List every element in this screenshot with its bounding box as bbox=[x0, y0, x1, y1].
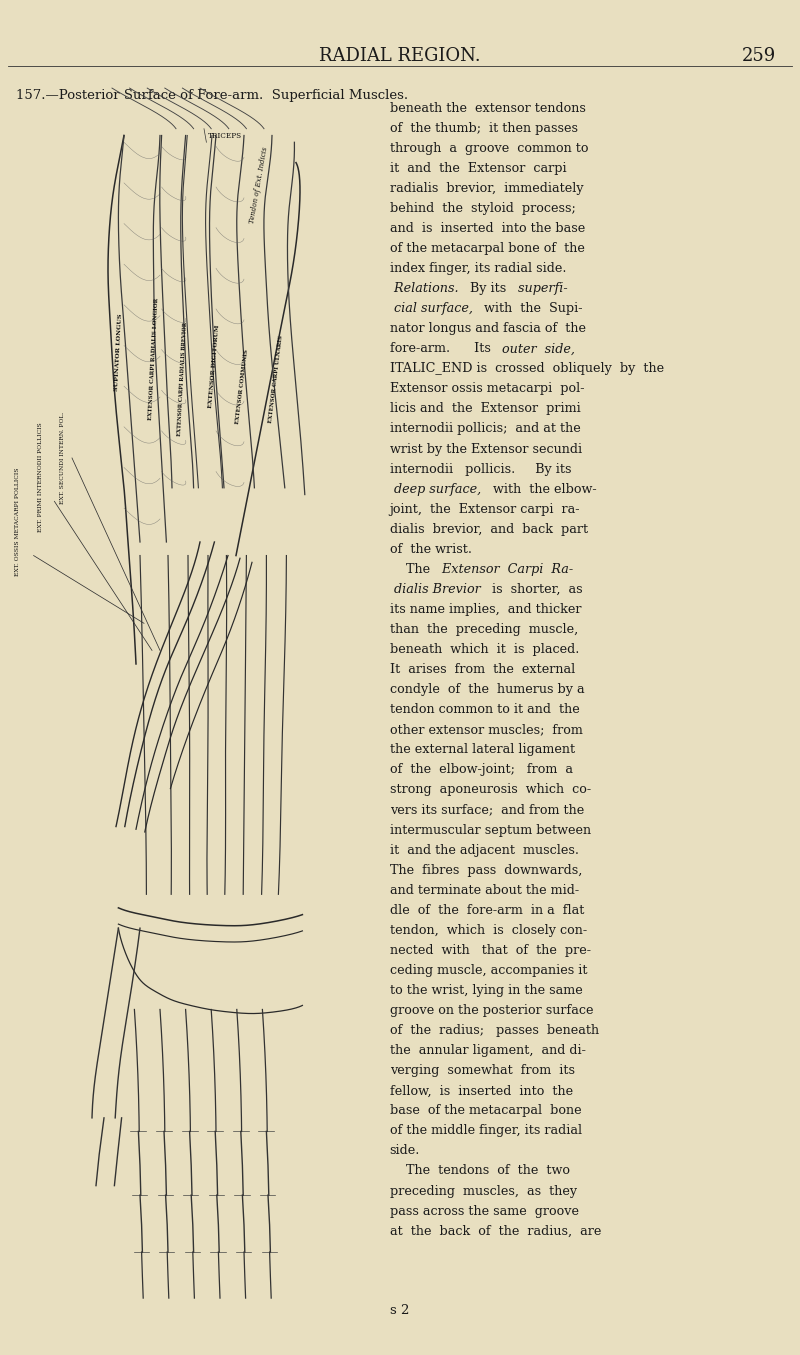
Text: condyle  of  the  humerus by a: condyle of the humerus by a bbox=[390, 683, 584, 696]
Text: s 2: s 2 bbox=[390, 1304, 410, 1317]
Text: with  the elbow-: with the elbow- bbox=[485, 482, 596, 496]
Text: radialis  brevior,  immediately: radialis brevior, immediately bbox=[390, 182, 583, 195]
Text: its name implies,  and thicker: its name implies, and thicker bbox=[390, 603, 581, 617]
Text: ITALIC_END is  crossed  obliquely  by  the: ITALIC_END is crossed obliquely by the bbox=[390, 362, 664, 375]
Text: Relations.: Relations. bbox=[390, 282, 462, 295]
Text: By its: By its bbox=[462, 282, 514, 295]
Text: EXT. PRIMI INTERNODII POLLICIS: EXT. PRIMI INTERNODII POLLICIS bbox=[38, 423, 42, 531]
Text: behind  the  styloid  process;: behind the styloid process; bbox=[390, 202, 575, 215]
Text: Extensor ossis metacarpi  pol-: Extensor ossis metacarpi pol- bbox=[390, 382, 584, 396]
Text: EXTENSOR CARPI RADIALIS BREVIOR: EXTENSOR CARPI RADIALIS BREVIOR bbox=[177, 322, 188, 436]
Text: 157.—Posterior Surface of Fore-arm.  Superficial Muscles.: 157.—Posterior Surface of Fore-arm. Supe… bbox=[16, 89, 408, 103]
Text: vers its surface;  and from the: vers its surface; and from the bbox=[390, 804, 584, 817]
Text: of  the thumb;  it then passes: of the thumb; it then passes bbox=[390, 122, 578, 134]
Text: joint,  the  Extensor carpi  ra-: joint, the Extensor carpi ra- bbox=[390, 503, 580, 516]
Text: TRICEPS: TRICEPS bbox=[208, 131, 242, 140]
Text: The  fibres  pass  downwards,: The fibres pass downwards, bbox=[390, 863, 582, 877]
Text: nected  with   that  of  the  pre-: nected with that of the pre- bbox=[390, 944, 590, 957]
Text: and  is  inserted  into the base: and is inserted into the base bbox=[390, 222, 585, 234]
Text: Extensor  Carpi  Ra-: Extensor Carpi Ra- bbox=[438, 562, 573, 576]
Text: of  the wrist.: of the wrist. bbox=[390, 543, 472, 556]
Text: tendon common to it and  the: tendon common to it and the bbox=[390, 703, 579, 717]
Text: of the middle finger, its radial: of the middle finger, its radial bbox=[390, 1125, 582, 1137]
Text: side.: side. bbox=[390, 1145, 420, 1157]
Text: pass across the same  groove: pass across the same groove bbox=[390, 1205, 578, 1218]
Text: verging  somewhat  from  its: verging somewhat from its bbox=[390, 1064, 574, 1077]
Text: SUPINATOR LONGUS: SUPINATOR LONGUS bbox=[114, 313, 123, 392]
Text: base  of the metacarpal  bone: base of the metacarpal bone bbox=[390, 1104, 582, 1118]
Text: and terminate about the mid-: and terminate about the mid- bbox=[390, 883, 578, 897]
Text: EXT. OSSIS METACARPI POLLICIS: EXT. OSSIS METACARPI POLLICIS bbox=[15, 467, 20, 576]
Text: beneath the  extensor tendons: beneath the extensor tendons bbox=[390, 102, 586, 115]
Text: fellow,  is  inserted  into  the: fellow, is inserted into the bbox=[390, 1084, 573, 1098]
Text: wrist by the Extensor secundi: wrist by the Extensor secundi bbox=[390, 443, 582, 455]
Text: superfi-: superfi- bbox=[514, 282, 568, 295]
Text: than  the  preceding  muscle,: than the preceding muscle, bbox=[390, 623, 578, 635]
Text: deep surface,: deep surface, bbox=[390, 482, 485, 496]
Text: EXT. SECUNDI INTERN. POL.: EXT. SECUNDI INTERN. POL. bbox=[60, 412, 65, 504]
Text: dialis  brevior,  and  back  part: dialis brevior, and back part bbox=[390, 523, 588, 535]
Text: 259: 259 bbox=[742, 47, 776, 65]
Text: the  annular ligament,  and di-: the annular ligament, and di- bbox=[390, 1045, 586, 1057]
Text: it  and the adjacent  muscles.: it and the adjacent muscles. bbox=[390, 844, 578, 856]
Text: internodii   pollicis.     By its: internodii pollicis. By its bbox=[390, 462, 571, 476]
Text: beneath  which  it  is  placed.: beneath which it is placed. bbox=[390, 644, 579, 656]
Text: nator longus and fascia of  the: nator longus and fascia of the bbox=[390, 322, 586, 335]
Text: of  the  radius;   passes  beneath: of the radius; passes beneath bbox=[390, 1024, 598, 1037]
Text: is  shorter,  as: is shorter, as bbox=[484, 583, 583, 596]
Text: dialis Brevior: dialis Brevior bbox=[390, 583, 484, 596]
Text: the external lateral ligament: the external lateral ligament bbox=[390, 744, 574, 756]
Text: EXTENSOR COMMUNIS: EXTENSOR COMMUNIS bbox=[234, 348, 249, 424]
Text: through  a  groove  common to: through a groove common to bbox=[390, 142, 588, 154]
Text: internodii pollicis;  and at the: internodii pollicis; and at the bbox=[390, 423, 580, 435]
Text: cial surface,: cial surface, bbox=[390, 302, 477, 316]
Text: it  and  the  Extensor  carpi: it and the Extensor carpi bbox=[390, 161, 566, 175]
Text: outer  side,: outer side, bbox=[498, 343, 575, 355]
Text: Tendon of Ext. Indicis: Tendon of Ext. Indicis bbox=[248, 146, 269, 224]
Text: RADIAL REGION.: RADIAL REGION. bbox=[319, 47, 481, 65]
Text: at  the  back  of  the  radius,  are: at the back of the radius, are bbox=[390, 1225, 601, 1237]
Text: The  tendons  of  the  two: The tendons of the two bbox=[390, 1164, 570, 1177]
Text: EXTENSOR CARPI ULNARIS: EXTENSOR CARPI ULNARIS bbox=[268, 335, 284, 424]
Text: ceding muscle, accompanies it: ceding muscle, accompanies it bbox=[390, 963, 587, 977]
Text: of  the  elbow-joint;   from  a: of the elbow-joint; from a bbox=[390, 763, 573, 776]
Text: dle  of  the  fore-arm  in a  flat: dle of the fore-arm in a flat bbox=[390, 904, 584, 917]
Text: intermuscular septum between: intermuscular septum between bbox=[390, 824, 590, 836]
Text: preceding  muscles,  as  they: preceding muscles, as they bbox=[390, 1184, 577, 1198]
Text: EXTENSOR DIGITORUM: EXTENSOR DIGITORUM bbox=[208, 324, 221, 408]
Text: EXTENSOR CARPI RADIALIS LONGIOR: EXTENSOR CARPI RADIALIS LONGIOR bbox=[148, 298, 159, 420]
Text: It  arises  from  the  external: It arises from the external bbox=[390, 663, 575, 676]
Text: with  the  Supi-: with the Supi- bbox=[477, 302, 583, 316]
Text: of the metacarpal bone of  the: of the metacarpal bone of the bbox=[390, 243, 585, 255]
Text: index finger, its radial side.: index finger, its radial side. bbox=[390, 262, 566, 275]
Text: The: The bbox=[390, 562, 438, 576]
Text: fore-arm.      Its: fore-arm. Its bbox=[390, 343, 498, 355]
Text: tendon,  which  is  closely con-: tendon, which is closely con- bbox=[390, 924, 586, 936]
Text: other extensor muscles;  from: other extensor muscles; from bbox=[390, 724, 582, 736]
Text: licis and  the  Extensor  primi: licis and the Extensor primi bbox=[390, 402, 580, 416]
Text: groove on the posterior surface: groove on the posterior surface bbox=[390, 1004, 593, 1018]
Text: to the wrist, lying in the same: to the wrist, lying in the same bbox=[390, 984, 582, 997]
Text: strong  aponeurosis  which  co-: strong aponeurosis which co- bbox=[390, 783, 590, 797]
